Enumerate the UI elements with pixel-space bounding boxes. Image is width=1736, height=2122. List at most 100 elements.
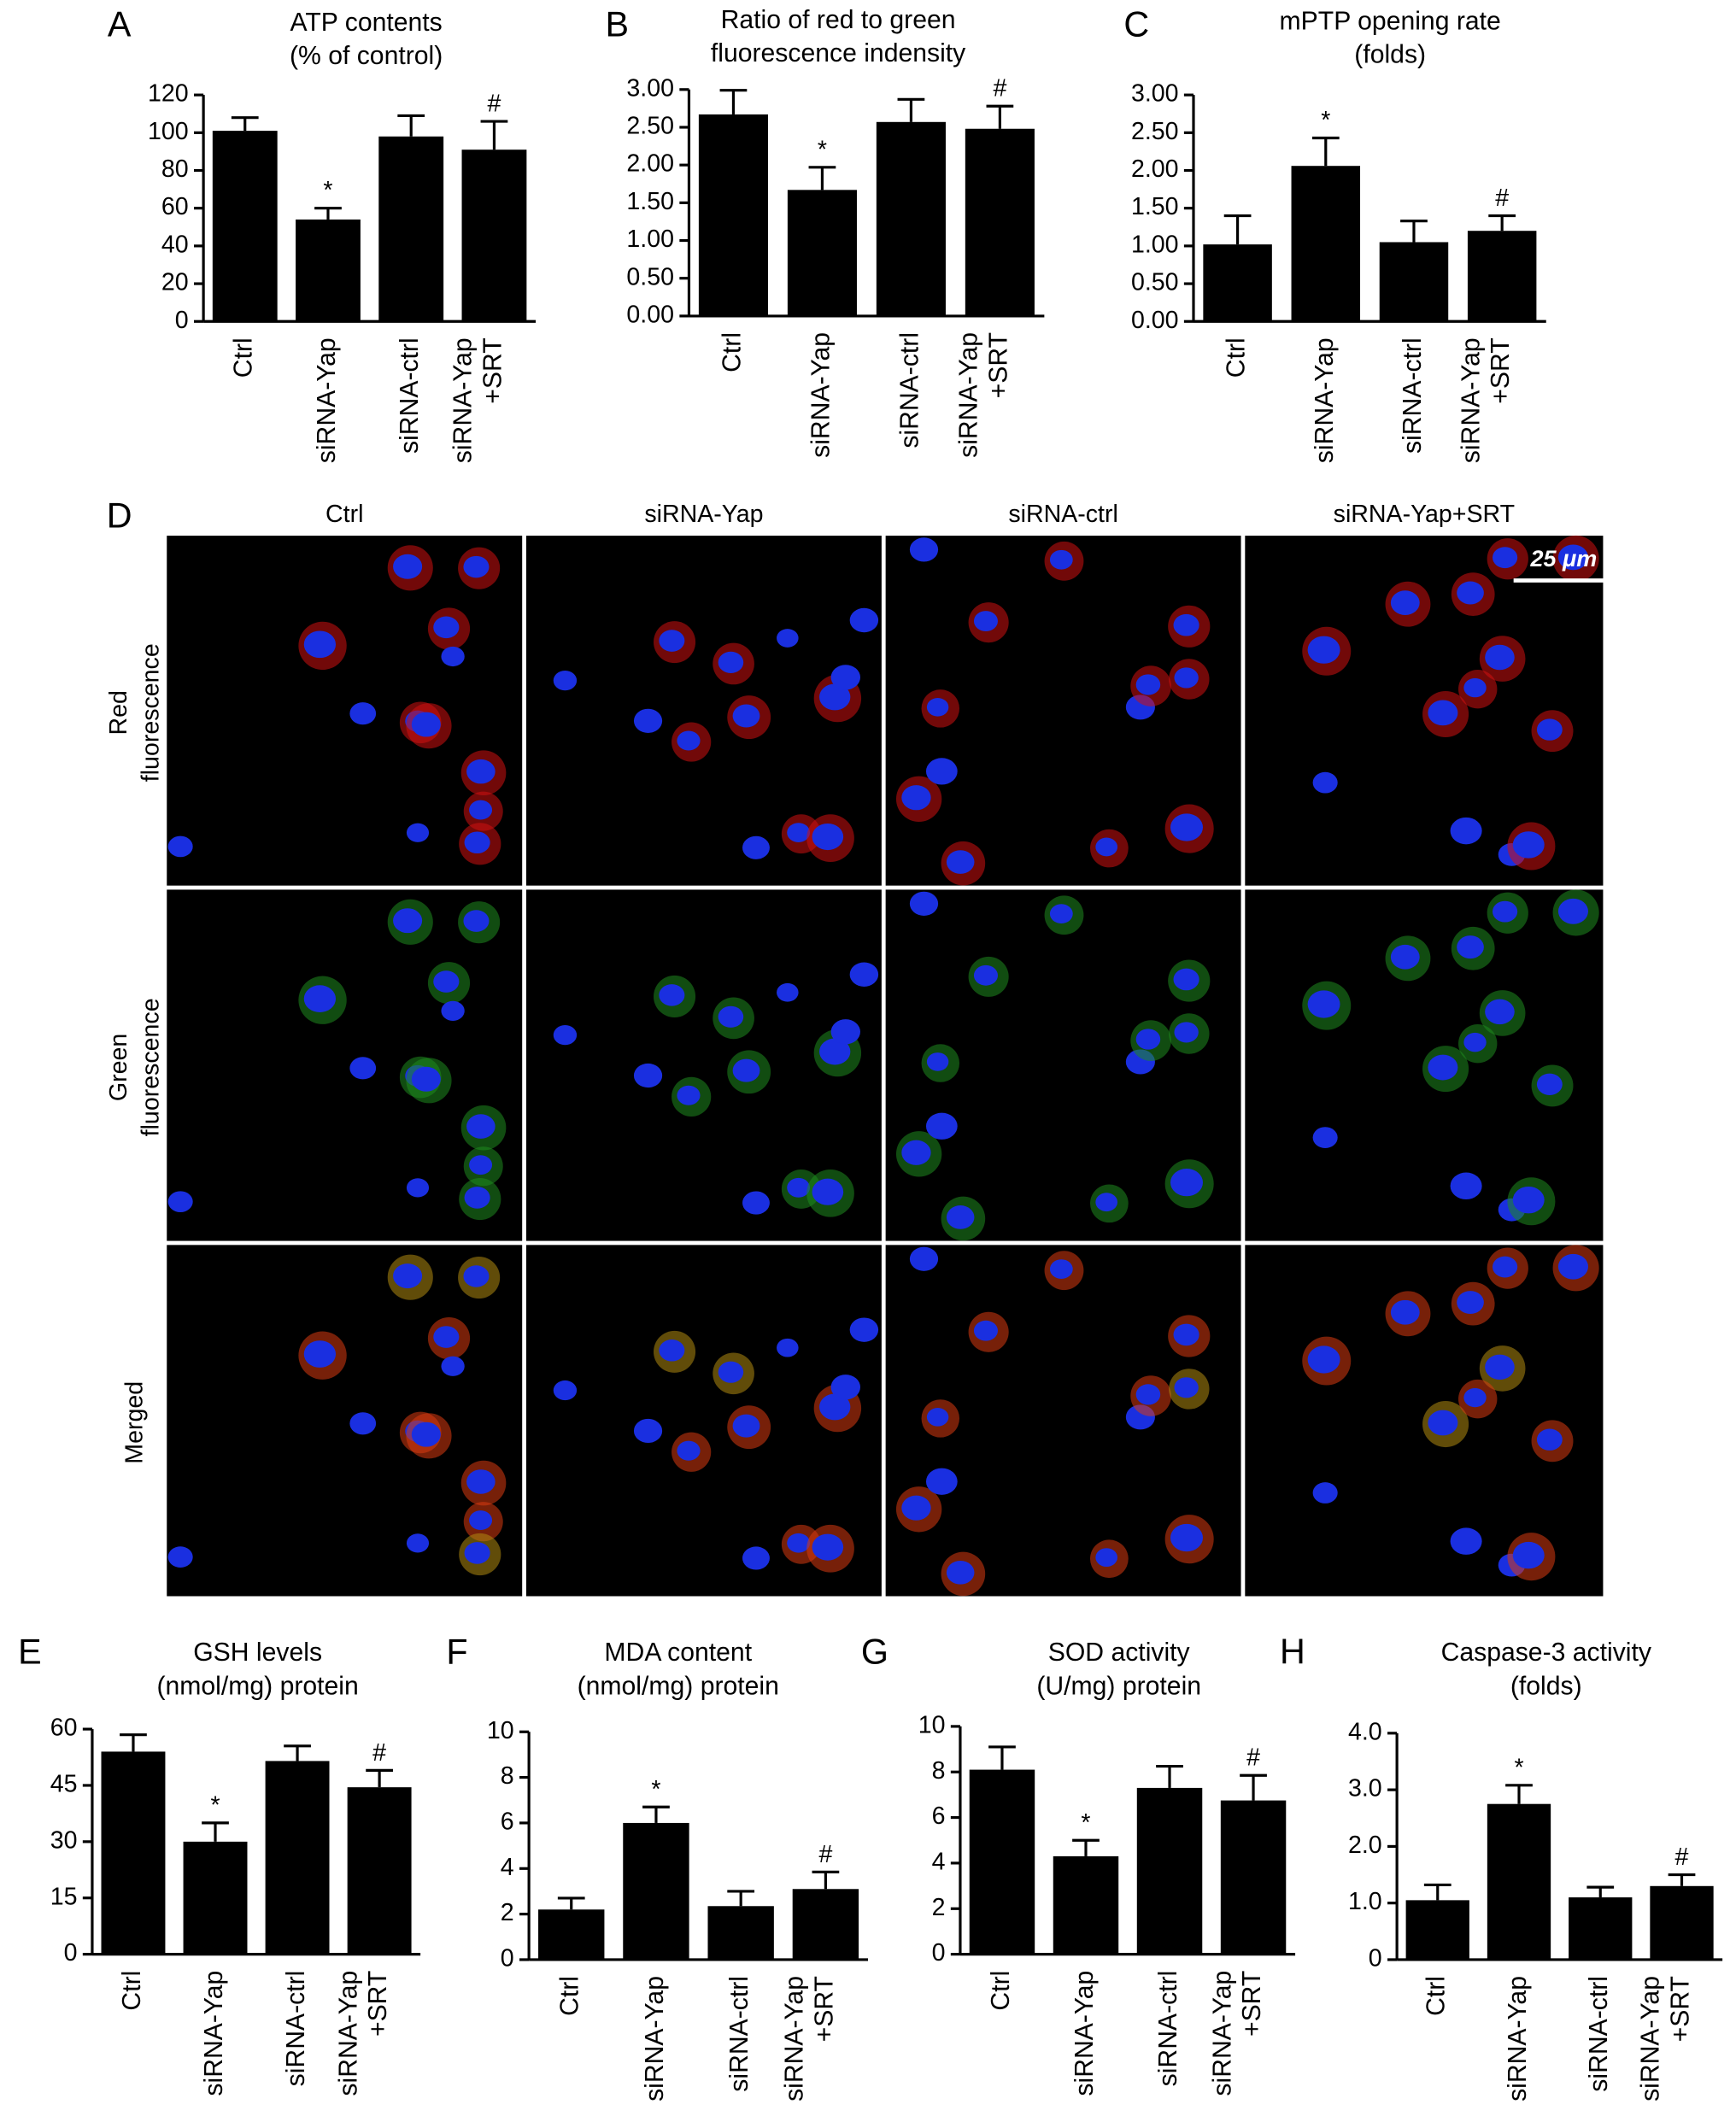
error-bar <box>1505 1784 1533 1804</box>
significance-marker: * <box>210 1791 220 1819</box>
panel-letter: E <box>18 1633 42 1672</box>
y-tick-label: 2 <box>501 1899 514 1926</box>
cell-nucleus <box>1450 817 1482 845</box>
x-label-group: siRNA-ctrl <box>1585 1976 1613 2092</box>
cell-nucleus <box>830 1019 860 1045</box>
y-tick-label: 45 <box>50 1771 78 1798</box>
y-tick-label: 2.00 <box>1131 155 1179 183</box>
cell-nucleus <box>901 785 931 811</box>
x-tick-label: Ctrl <box>118 1971 146 2011</box>
bar <box>1569 1897 1633 1960</box>
x-label-group: siRNA-Yap <box>200 1971 228 2096</box>
cell-nucleus <box>1049 1259 1073 1279</box>
cell-nucleus <box>973 1320 998 1341</box>
significance-marker: * <box>323 177 332 204</box>
bar <box>792 1889 859 1960</box>
row-label: Green fluorescence <box>105 998 164 1136</box>
cell-nucleus <box>677 1085 701 1105</box>
y-tick-label: 60 <box>50 1715 78 1742</box>
cell-nucleus <box>469 1510 493 1531</box>
x-tick-label: siRNA-Yap <box>1504 1976 1532 2101</box>
column-header: siRNA-ctrl <box>1008 501 1118 528</box>
cell-nucleus <box>946 850 975 874</box>
y-tick-label: 120 <box>148 80 189 108</box>
row-label-group: Merged <box>120 1381 148 1464</box>
cell-nucleus <box>1307 636 1340 664</box>
x-tick-label: siRNA-Yap <box>313 337 341 463</box>
cell-nucleus <box>1390 944 1420 970</box>
y-tick-label: 15 <box>50 1883 78 1910</box>
error-bar <box>366 1768 393 1788</box>
error-bar <box>231 116 259 132</box>
significance-marker: * <box>651 1776 660 1803</box>
cell-nucleus <box>1450 1527 1482 1555</box>
x-tick-label: siRNA-ctrl <box>1585 1976 1613 2092</box>
column-header: Ctrl <box>326 501 363 528</box>
cell-nucleus <box>1428 700 1458 726</box>
cell-nucleus <box>1450 1172 1482 1200</box>
cell-nucleus <box>849 1317 879 1342</box>
panel-letter: G <box>861 1633 889 1672</box>
y-tick-label: 100 <box>148 118 189 145</box>
cell-nucleus <box>441 646 465 667</box>
cell-nucleus <box>1457 581 1484 605</box>
cell-nucleus <box>1457 1291 1484 1315</box>
x-tick-label: siRNA-Yap+SRT <box>1457 337 1515 463</box>
bar <box>538 1909 605 1960</box>
x-label-group: Ctrl <box>230 337 258 378</box>
y-tick-label: 4.0 <box>1348 1718 1382 1745</box>
cell-nucleus <box>1536 1428 1563 1451</box>
bar <box>707 1906 774 1960</box>
significance-marker: # <box>818 1841 832 1868</box>
y-tick-label: 10 <box>918 1711 946 1738</box>
error-bar <box>1156 1764 1183 1788</box>
x-label-group: siRNA-Yap+SRT <box>1637 1976 1695 2101</box>
y-tick-label: 0.50 <box>626 263 674 290</box>
error-bar <box>284 1744 311 1761</box>
cell-nucleus <box>411 1066 441 1092</box>
cell-nucleus <box>1557 898 1588 924</box>
cell-nucleus <box>633 708 663 733</box>
cell-nucleus <box>777 1338 799 1357</box>
cell-nucleus <box>1174 1022 1199 1043</box>
cell-nucleus <box>433 970 460 993</box>
error-bar <box>986 104 1014 129</box>
cell-nucleus <box>926 1052 949 1071</box>
y-tick-label: 10 <box>487 1717 514 1744</box>
cell-nucleus <box>849 607 879 633</box>
cell-nucleus <box>819 683 851 711</box>
x-tick-label: siRNA-Yap <box>806 332 835 458</box>
y-tick-label: 3.00 <box>626 74 674 102</box>
cell-nucleus <box>1536 1073 1563 1096</box>
cell-nucleus <box>406 1533 430 1553</box>
cell-nucleus <box>787 823 811 843</box>
x-tick-label: siRNA-Yap+SRT <box>955 332 1013 458</box>
cell-nucleus <box>1095 1548 1118 1568</box>
x-label-group: Ctrl <box>1223 337 1251 378</box>
cell-nucleus <box>718 651 744 673</box>
y-tick-label: 0 <box>1369 1945 1382 1973</box>
y-tick-label: 0 <box>175 307 189 334</box>
bar <box>698 114 768 316</box>
x-tick-label: Ctrl <box>987 1971 1015 2011</box>
bar <box>1467 231 1537 322</box>
x-label-group: siRNA-Yap+SRT <box>1208 1971 1266 2096</box>
cell-nucleus <box>406 823 430 842</box>
cell-nucleus <box>777 629 799 648</box>
cell-nucleus <box>1049 904 1073 924</box>
y-tick-label: 3.0 <box>1348 1775 1382 1803</box>
cell-nucleus <box>406 1178 430 1198</box>
cell-nucleus <box>1173 613 1199 636</box>
cell-nucleus <box>1135 1029 1161 1050</box>
panel-letter: A <box>108 5 132 44</box>
cell-nucleus <box>1049 549 1073 570</box>
error-bar <box>1488 214 1516 232</box>
y-tick-label: 4 <box>501 1854 514 1881</box>
micrograph <box>167 889 523 1241</box>
cell-nucleus <box>1492 1256 1518 1278</box>
bar <box>1136 1787 1203 1955</box>
cell-nucleus <box>909 891 939 916</box>
cell-nucleus <box>1307 990 1340 1018</box>
cell-nucleus <box>926 1408 949 1427</box>
cell-nucleus <box>1390 590 1420 616</box>
